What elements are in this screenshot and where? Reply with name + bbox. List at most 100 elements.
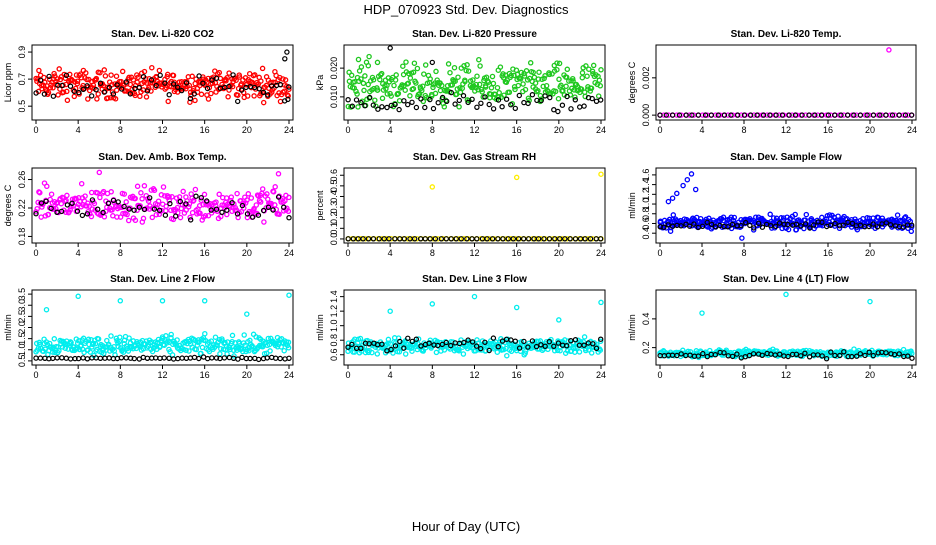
data-point (495, 344, 501, 350)
data-point (131, 207, 137, 213)
y-tick-label: 0.5 (17, 100, 27, 113)
data-point (71, 93, 78, 100)
data-point (285, 96, 291, 103)
data-point (747, 222, 753, 229)
data-point (517, 76, 524, 82)
data-point (564, 93, 570, 100)
data-point (88, 213, 95, 220)
data-point (546, 236, 553, 242)
series-primary (345, 53, 604, 110)
data-point (204, 85, 211, 92)
data-point (282, 77, 289, 83)
data-point (277, 98, 284, 105)
data-point (409, 348, 415, 354)
data-point (579, 74, 586, 81)
x-tick-label: 4 (388, 370, 393, 380)
data-point (132, 217, 139, 224)
data-point (461, 339, 467, 346)
data-point (712, 352, 719, 358)
x-tick-label: 16 (200, 125, 210, 135)
panel-4: Stan. Dev. Amb. Box Temp. 0 4 8 12 16 20 24 0.18… (3, 152, 294, 258)
data-point (665, 198, 672, 205)
data-point (141, 183, 148, 189)
data-point (793, 226, 800, 233)
data-point (166, 355, 172, 361)
data-point (94, 190, 101, 196)
data-point (216, 191, 222, 198)
data-point (97, 80, 104, 86)
data-point (37, 355, 44, 361)
data-point (513, 304, 520, 311)
data-point (453, 236, 459, 242)
data-point (750, 227, 757, 233)
data-point (476, 81, 483, 88)
data-point (520, 81, 526, 87)
data-point (230, 72, 236, 78)
data-point (777, 351, 783, 357)
data-point (699, 223, 706, 229)
data-point (564, 343, 570, 349)
data-point (567, 342, 573, 349)
y-axis-label: percent (315, 190, 325, 221)
data-point (674, 352, 680, 359)
x-tick-label: 12 (157, 248, 167, 258)
data-point (597, 83, 604, 89)
data-point (578, 86, 585, 92)
data-point (84, 211, 91, 217)
data-point (251, 84, 258, 91)
data-point (73, 196, 79, 202)
data-point (691, 221, 697, 227)
data-point (117, 334, 123, 340)
data-point (88, 189, 95, 196)
data-point (166, 91, 172, 98)
data-point (896, 112, 902, 118)
data-point (458, 236, 464, 242)
x-tick-label: 24 (596, 248, 606, 258)
data-point (118, 86, 125, 92)
data-point (469, 96, 475, 103)
data-point (285, 208, 292, 215)
data-point (828, 349, 834, 355)
data-point (51, 70, 57, 77)
data-point (374, 59, 381, 66)
data-point (554, 347, 561, 354)
data-point (444, 98, 450, 105)
data-point (473, 81, 480, 88)
data-point (465, 68, 472, 74)
data-point (734, 351, 740, 357)
data-point (392, 343, 399, 349)
data-point (554, 60, 560, 66)
y-tick-label: 0.3 (329, 201, 339, 214)
data-point (403, 59, 409, 65)
data-point (838, 112, 844, 118)
data-point (512, 105, 519, 112)
data-point (272, 79, 278, 86)
data-point (220, 85, 227, 92)
data-point (562, 236, 568, 242)
data-point (593, 98, 600, 105)
data-point (132, 195, 138, 202)
y-tick-label: 0.5 (329, 180, 339, 193)
data-point (384, 104, 390, 111)
data-point (187, 217, 194, 223)
data-point (577, 104, 583, 110)
data-point (793, 221, 800, 227)
data-point (286, 194, 292, 201)
data-point (241, 332, 247, 338)
data-point (277, 355, 283, 362)
data-point (558, 82, 564, 89)
data-point (659, 352, 665, 359)
data-point (704, 353, 711, 360)
data-point (687, 223, 693, 229)
data-point (256, 356, 262, 363)
data-point (285, 93, 291, 99)
data-point (166, 197, 173, 204)
data-point (38, 200, 45, 206)
data-point (384, 91, 391, 97)
data-point (678, 223, 684, 229)
data-point (357, 335, 364, 342)
panel-9: Stan. Dev. Line 4 (LT) Flow 0 4 8 12 16 20 24 0.… (627, 274, 917, 380)
data-point (462, 78, 468, 85)
data-point (365, 81, 371, 88)
data-point (555, 95, 562, 102)
